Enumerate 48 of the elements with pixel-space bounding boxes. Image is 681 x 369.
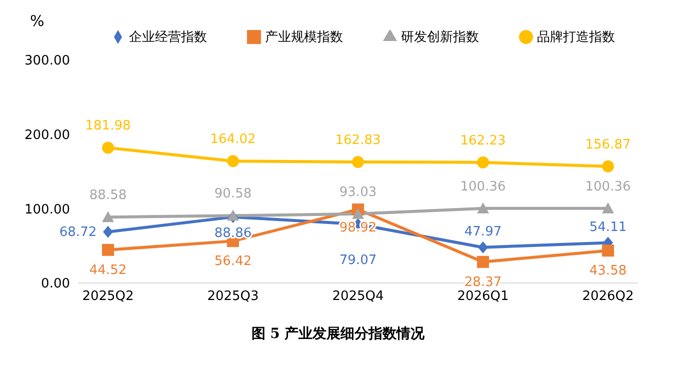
point [102, 142, 114, 154]
point [102, 244, 114, 256]
text: 图 5 产业发展细分指数情况 [250, 325, 426, 343]
y-tick-label: 0.00 [41, 276, 70, 292]
data-label: 156.87 [585, 137, 631, 152]
point [602, 244, 614, 257]
data-label: 162.23 [460, 133, 506, 148]
point [352, 156, 364, 168]
x-tick-label: 2025Q2 [82, 289, 134, 304]
x-tick-label: 2025Q4 [332, 289, 384, 304]
data-label: 43.58 [589, 264, 627, 279]
data-label: 93.03 [339, 184, 377, 200]
data-label: 88.86 [214, 226, 252, 241]
data-label: 56.42 [214, 254, 252, 270]
data-label: 181.98 [85, 118, 131, 134]
x-tick-label: 2025Q3 [207, 289, 259, 304]
y-tick-label: 200.00 [24, 128, 70, 143]
y-tick-label: 100.00 [24, 202, 70, 218]
data-label: 162.83 [335, 132, 381, 148]
data-label: 79.07 [339, 253, 377, 268]
data-label: 90.58 [214, 186, 252, 202]
x-tick-label: 2026Q2 [582, 289, 634, 304]
legend-label: 企业经营指数 [129, 30, 207, 45]
point [103, 226, 113, 238]
point [102, 211, 114, 222]
point [477, 156, 489, 168]
data-label: 28.37 [464, 274, 502, 290]
point [477, 202, 489, 214]
point [478, 241, 488, 254]
data-label: 164.02 [210, 132, 256, 148]
data-label: 47.97 [464, 224, 502, 240]
point [477, 256, 489, 268]
x-tick-label: 2026Q1 [457, 289, 509, 304]
data-label: 68.72 [59, 224, 97, 240]
point [352, 208, 364, 219]
data-label: 44.52 [89, 262, 127, 278]
point [602, 202, 614, 214]
data-label: 54.11 [589, 220, 627, 235]
legend-label: 产业规模指数 [265, 30, 343, 45]
data-label: 88.58 [89, 188, 127, 204]
point [227, 155, 239, 168]
legend-label: 品牌打造指数 [537, 30, 615, 45]
data-label: 100.36 [460, 179, 506, 194]
point [602, 160, 614, 172]
y-axis-title: % [30, 12, 44, 30]
y-tick-label: 300.00 [24, 54, 70, 69]
legend-label: 研发创新指数 [401, 30, 479, 45]
data-label: 100.36 [585, 179, 631, 194]
